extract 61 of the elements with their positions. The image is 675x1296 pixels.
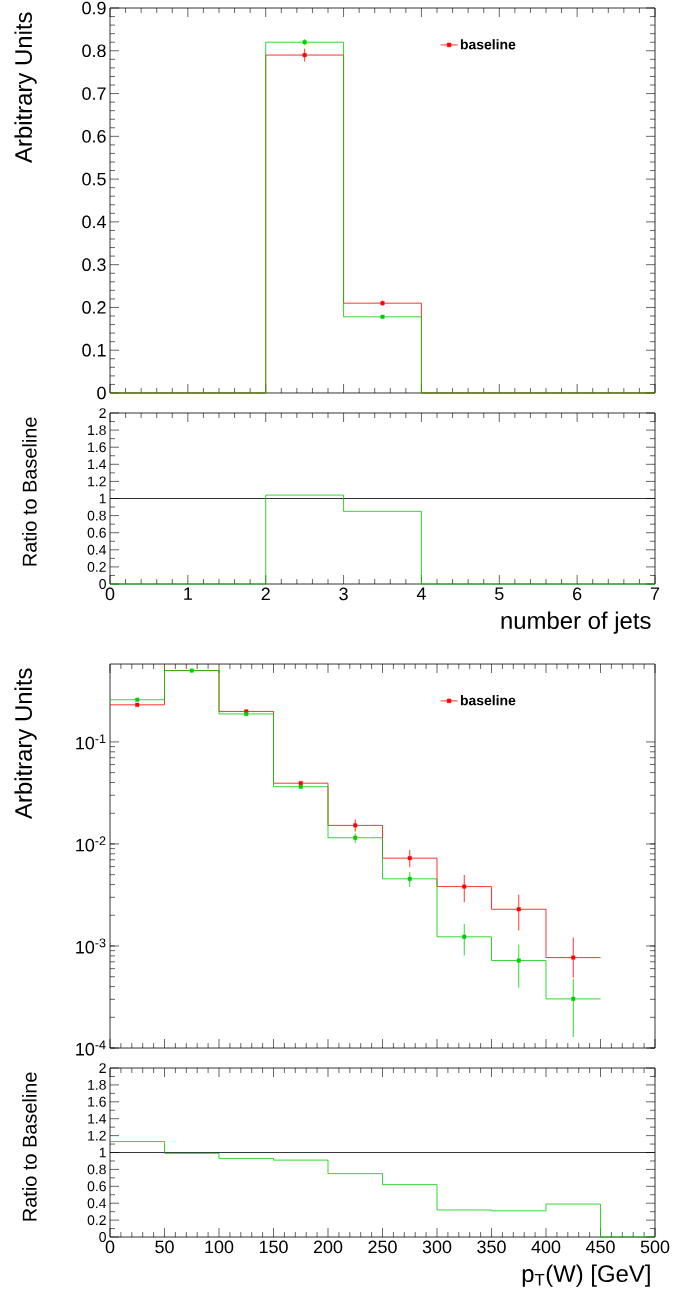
y-tick-label: 0.6 <box>87 1181 106 1192</box>
y-tick-label: 1.8 <box>88 1079 106 1090</box>
y-tick-label: 1.8 <box>88 425 106 436</box>
y-tick-label: 1.6 <box>88 1096 106 1107</box>
x-tick-label: 250 <box>368 1240 397 1254</box>
y-tick-label: 0.4 <box>82 215 106 229</box>
y-tick-label: 0.3 <box>82 258 106 272</box>
y-tick-label: 10$^{-3}$ <box>76 938 106 954</box>
x-tick-label: 300 <box>422 1240 452 1254</box>
x-tick-label: 1 <box>184 587 192 600</box>
y-tick-label: 0.4 <box>87 1198 107 1209</box>
y-tick-label: 0.8 <box>87 510 106 521</box>
y-tick-label: 1 <box>99 493 106 504</box>
y-tick-label: 0.1 <box>82 343 106 357</box>
y-axis-title: Ratio to Baseline <box>22 1072 37 1221</box>
y-axis-title: Arbitrary Units <box>14 668 37 819</box>
x-axis-title: number of jets <box>501 611 651 634</box>
y-tick-label: 10$^{-2}$ <box>76 836 106 852</box>
y-tick-label: 1.2 <box>88 476 106 487</box>
y-tick-label: 1.2 <box>88 1130 106 1141</box>
x-tick-label: 350 <box>477 1240 506 1254</box>
x-tick-label: 100 <box>205 1240 234 1254</box>
x-tick-label: 400 <box>531 1240 561 1254</box>
y-tick-label: 1.4 <box>88 459 107 470</box>
x-axis-title: p$_{T}$(W) [GeV] <box>522 1264 650 1287</box>
y-tick-label: 0.2 <box>87 1215 106 1226</box>
y-tick-label: 0 <box>97 386 106 400</box>
legend-label: baseline <box>460 39 516 50</box>
y-tick-label: 2 <box>99 408 106 418</box>
y-tick-label: 10$^{-1}$ <box>76 734 106 750</box>
x-tick-label: 200 <box>313 1240 343 1254</box>
x-tick-label: 3 <box>339 587 348 601</box>
y-tick-label: 0.9 <box>82 1 106 15</box>
y-tick-label: 1.6 <box>88 442 106 453</box>
y-tick-label: 0.2 <box>87 561 106 572</box>
x-tick-label: 500 <box>640 1240 670 1254</box>
y-tick-label: 0.5 <box>82 172 106 186</box>
y-tick-label: 1.4 <box>88 1113 107 1124</box>
y-tick-label: 0.7 <box>82 87 106 100</box>
x-tick-label: 2 <box>261 587 270 601</box>
x-tick-label: 50 <box>155 1240 174 1254</box>
y-tick-label: 0.8 <box>82 44 106 58</box>
y-axis-title: Arbitrary Units <box>14 12 37 163</box>
y-tick-label: 1 <box>99 1147 106 1158</box>
y-tick-label: 0.2 <box>82 301 106 314</box>
y-tick-label: 0.6 <box>87 527 106 538</box>
x-tick-label: 5 <box>495 587 504 601</box>
x-tick-label: 6 <box>573 587 582 601</box>
legend-label: baseline <box>460 695 516 706</box>
x-tick-label: 450 <box>585 1240 615 1254</box>
y-tick-label: 2 <box>99 1063 106 1073</box>
y-tick-label: 0.8 <box>87 1164 106 1175</box>
y-tick-label: 0.6 <box>82 129 106 143</box>
y-tick-label: 0 <box>99 1232 106 1242</box>
y-axis-title: Ratio to Baseline <box>22 417 37 566</box>
x-tick-label: 150 <box>259 1240 288 1254</box>
x-tick-label: 7 <box>650 587 660 600</box>
y-tick-label: 10$^{-4}$ <box>76 1040 106 1056</box>
y-tick-label: 0 <box>99 579 106 589</box>
x-tick-label: 4 <box>416 587 426 600</box>
y-tick-label: 0.4 <box>87 544 107 555</box>
